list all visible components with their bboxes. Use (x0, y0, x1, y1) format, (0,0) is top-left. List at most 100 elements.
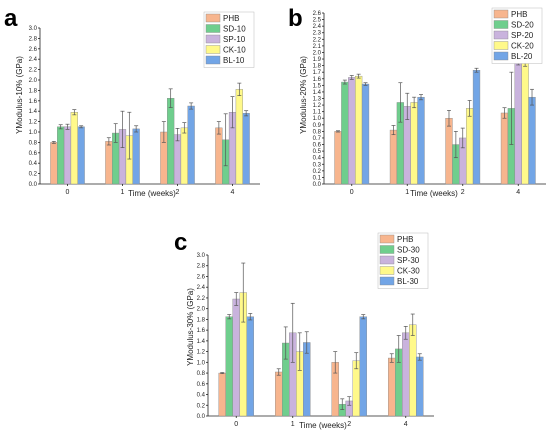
bar-ck-20-week-2 (465, 108, 474, 185)
y-tick-label: 2.5 (313, 18, 322, 24)
y-tick-label: 1.8 (313, 64, 322, 70)
bar-ck-10-week-0 (70, 112, 78, 185)
y-tick-label: 1.0 (29, 130, 38, 136)
bar-phb-week-4 (215, 127, 223, 185)
y-tick-label: 1.2 (29, 120, 38, 126)
legend-swatch (205, 45, 221, 54)
bar-ck-20-week-0 (354, 75, 363, 185)
bar-bl-30-week-4 (416, 356, 424, 417)
y-tick-label: 1.9 (313, 57, 322, 63)
legend-swatch (379, 234, 395, 244)
bar-bl-10-week-0 (77, 126, 85, 185)
bar-ck-20-week-1 (410, 102, 418, 185)
y-tick-label: 1.0 (197, 360, 206, 366)
bar-sp-30-week-4 (402, 332, 410, 417)
legend-label: BL-30 (397, 277, 419, 286)
bar-sp-20-week-0 (348, 77, 356, 185)
y-tick-label: 0.3 (313, 162, 322, 168)
y-tick-label: 0.0 (29, 182, 38, 188)
bar-bl-20-week-1 (417, 96, 425, 185)
y-tick-label: 0.7 (313, 136, 322, 142)
y-tick-label: 3.0 (197, 253, 206, 259)
legend-label: PHB (511, 10, 527, 19)
x-tick-label: 4 (231, 189, 235, 196)
x-tick-label: 2 (347, 421, 351, 428)
legend-swatch (379, 276, 395, 286)
x-tick-label: 1 (291, 421, 295, 428)
legend-swatch (493, 51, 509, 61)
bar-bl-10-week-4 (242, 113, 250, 185)
bar-sd-10-week-2 (167, 97, 175, 185)
bar-sp-30-week-0 (232, 298, 240, 417)
x-tick-label: 1 (405, 189, 409, 196)
bar-phb-week-0 (334, 131, 342, 185)
y-tick-label: 2.4 (197, 285, 206, 291)
bar-phb-week-2 (445, 118, 453, 185)
legend-label: SP-20 (511, 31, 534, 40)
bar-ck-10-week-4 (235, 89, 243, 185)
legend-swatch (205, 34, 221, 44)
bar-bl-30-week-0 (246, 316, 254, 417)
y-tick-label: 1.2 (197, 350, 206, 356)
legend-swatch (379, 266, 395, 275)
y-tick-label: 0.4 (313, 156, 322, 162)
bar-ck-20-week-4 (521, 59, 529, 185)
y-tick-label: 1.2 (313, 103, 322, 109)
bar-bl-20-week-2 (472, 70, 481, 185)
bar-bl-20-week-4 (528, 96, 536, 185)
y-tick-label: 0.4 (29, 161, 38, 167)
x-tick-label: 1 (121, 189, 125, 196)
y-tick-label: 0.1 (313, 175, 322, 181)
legend-swatch (379, 245, 395, 254)
bar-phb-week-4 (500, 112, 509, 185)
y-tick-label: 1.8 (197, 317, 206, 323)
bar-ck-30-week-4 (409, 324, 417, 417)
bar-sd-20-week-0 (341, 81, 349, 185)
bar-sp-20-week-4 (514, 56, 522, 185)
y-tick-label: 2.4 (313, 24, 322, 30)
y-tick-label: 1.4 (313, 90, 322, 96)
bar-bl-30-week-2 (359, 316, 367, 417)
y-tick-label: 2.1 (313, 44, 322, 50)
legend-label: CK-30 (397, 267, 420, 276)
bar-ck-10-week-2 (180, 127, 188, 185)
y-tick-label: 0.2 (197, 403, 206, 409)
y-tick-label: 0.8 (313, 129, 322, 135)
y-tick-label: 2.6 (29, 47, 38, 53)
legend-label: PHB (223, 14, 239, 23)
y-tick-label: 0.8 (197, 371, 206, 377)
legend-label: SD-30 (397, 246, 420, 255)
legend-label: SP-10 (223, 35, 246, 44)
chart-panel-a: a YModulus-10% (GPa) Time (weeks) 0.0 0.2… (4, 5, 260, 198)
chart-panel-b: b YModulus-20% (GPa) Time (weeks) 0.00.1… (288, 5, 546, 198)
x-tick-label: 2 (176, 189, 180, 196)
y-tick-label: 1.1 (313, 110, 322, 116)
y-tick-label: 2.8 (197, 264, 206, 270)
bar-sp-10-week-0 (63, 126, 72, 185)
y-tick-label: 1.3 (313, 97, 322, 103)
y-tick-label: 2.0 (313, 50, 322, 56)
bar-bl-10-week-2 (187, 105, 195, 185)
legend-label: SD-20 (511, 21, 534, 30)
bar-sp-10-week-2 (173, 134, 182, 185)
y-tick-label: 1.6 (313, 77, 322, 83)
y-tick-label: 1.6 (29, 99, 38, 105)
y-tick-label: 0.6 (313, 143, 322, 149)
bar-phb-week-0 (218, 372, 226, 417)
y-tick-label: 0.2 (313, 169, 322, 175)
y-tick-label: 0.2 (29, 172, 38, 178)
bar-phb-week-0 (50, 142, 58, 185)
y-tick-label: 1.4 (197, 339, 206, 345)
legend-swatch (493, 20, 509, 29)
y-tick-label: 2.2 (197, 296, 206, 302)
bar-sd-30-week-0 (225, 316, 233, 417)
x-tick-label: 4 (404, 421, 408, 428)
x-axis-title: Time (weeks) (299, 421, 347, 430)
y-axis-title: YModulus-30% (GPa) (186, 288, 195, 366)
legend-swatch (379, 255, 395, 265)
bar-phb-week-4 (388, 357, 396, 417)
panel-letter: a (4, 5, 18, 32)
y-tick-label: 1.8 (29, 88, 38, 94)
